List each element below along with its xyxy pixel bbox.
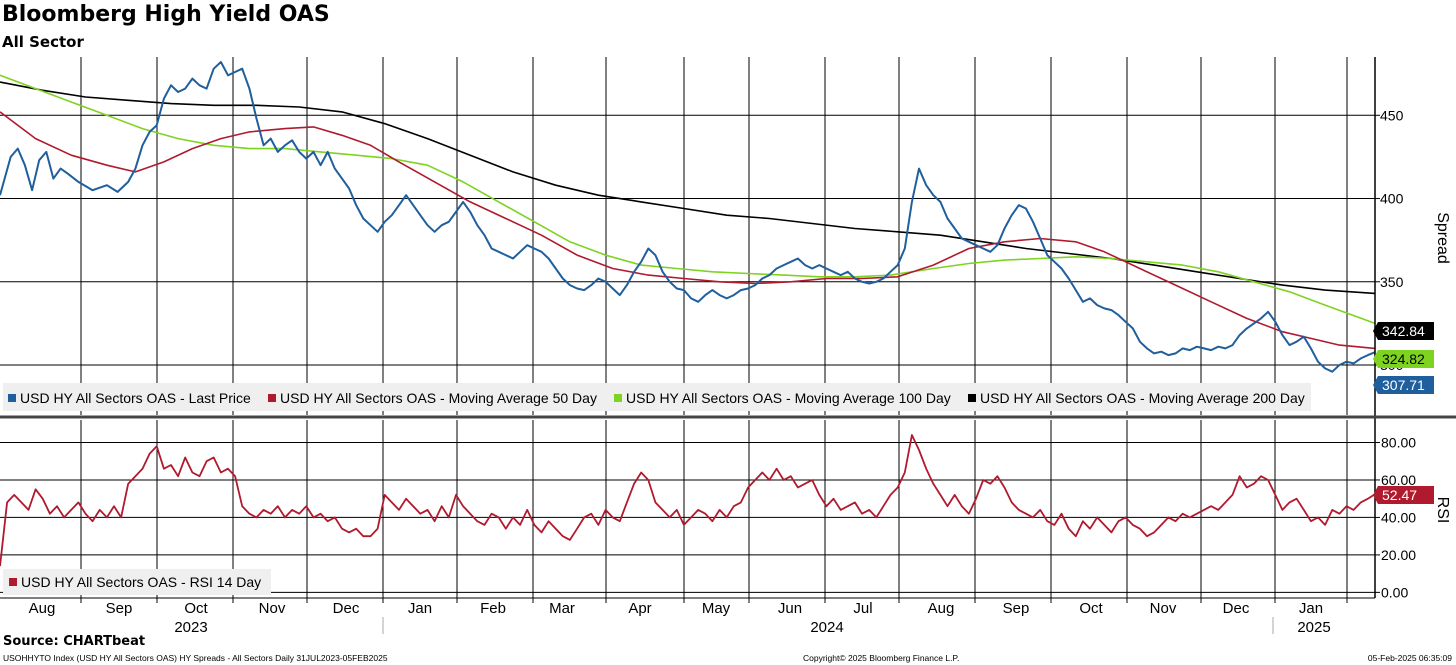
x-month-label: Mar xyxy=(549,600,575,617)
x-year-label: 2023 xyxy=(174,619,207,636)
footer-ticker-info: USOHHYTO Index (USD HY All Sectors OAS) … xyxy=(3,653,388,663)
rsi-last-value-badge-bg xyxy=(1373,486,1434,504)
legend-swatch-ma200 xyxy=(968,394,976,402)
x-month-label: Oct xyxy=(1079,600,1103,617)
chart-title: Bloomberg High Yield OAS xyxy=(2,2,330,27)
upper-y-axis-title: Spread xyxy=(1434,212,1451,264)
x-month-label: May xyxy=(702,600,731,617)
ma100-last-value-badge-bg xyxy=(1373,350,1434,368)
x-month-label: Jan xyxy=(1299,600,1323,617)
legend-label-ma100: USD HY All Sectors OAS - Moving Average … xyxy=(626,390,951,406)
x-month-label: Jul xyxy=(853,600,872,617)
x-month-label: Sep xyxy=(1003,600,1030,617)
x-month-label: Nov xyxy=(1150,600,1177,617)
x-year-label: 2025 xyxy=(1297,619,1330,636)
lower-y-tick-label: 0.00 xyxy=(1381,584,1408,600)
chart-subtitle: All Sector xyxy=(2,33,84,51)
legend-swatch-rsi xyxy=(9,578,17,586)
lower-legend-box xyxy=(3,569,271,595)
legend-swatch-ma100 xyxy=(614,394,622,402)
lower-y-tick-label: 80.00 xyxy=(1381,434,1416,450)
series-line-ma100 xyxy=(0,74,1376,325)
upper-y-tick-label: 350 xyxy=(1380,274,1404,290)
x-month-label: Oct xyxy=(184,600,208,617)
legend-label-last_price: USD HY All Sectors OAS - Last Price xyxy=(20,390,251,406)
series-line-ma200 xyxy=(0,81,1376,295)
ma200-last-value-badge-bg xyxy=(1373,322,1434,340)
legend-label-ma50: USD HY All Sectors OAS - Moving Average … xyxy=(280,390,597,406)
x-month-label: Jun xyxy=(778,600,802,617)
ma100-last-value-badge: 324.82 xyxy=(1382,351,1425,367)
last-price-value-badge-bg xyxy=(1373,376,1434,394)
x-month-label: Feb xyxy=(480,600,506,617)
x-month-label: Jan xyxy=(408,600,432,617)
rsi-last-value-badge: 52.47 xyxy=(1382,487,1417,503)
x-month-label: Aug xyxy=(29,600,56,617)
lower-y-tick-label: 40.00 xyxy=(1381,509,1416,525)
x-month-label: Dec xyxy=(1223,600,1250,617)
upper-y-tick-label: 450 xyxy=(1380,107,1404,123)
x-month-label: Dec xyxy=(333,600,360,617)
lower-y-tick-label: 60.00 xyxy=(1381,472,1416,488)
upper-y-tick-label: 400 xyxy=(1380,191,1404,207)
legend-label-ma200: USD HY All Sectors OAS - Moving Average … xyxy=(980,390,1305,406)
x-month-label: Aug xyxy=(928,600,955,617)
series-line-rsi xyxy=(0,434,1376,567)
x-month-label: Apr xyxy=(628,600,651,617)
x-month-label: Sep xyxy=(106,600,133,617)
last-price-value-badge: 307.71 xyxy=(1382,377,1425,393)
legend-swatch-last_price xyxy=(8,394,16,402)
legend-swatch-ma50 xyxy=(268,394,276,402)
upper-legend-box xyxy=(3,383,1311,411)
x-month-label: Nov xyxy=(259,600,286,617)
footer-copyright: Copyright© 2025 Bloomberg Finance L.P. xyxy=(803,653,960,663)
series-line-ma50 xyxy=(0,111,1376,350)
lower-y-axis-title: RSI xyxy=(1434,497,1451,524)
lower-y-tick-label: 20.00 xyxy=(1381,547,1416,563)
legend-label-rsi: USD HY All Sectors OAS - RSI 14 Day xyxy=(21,574,261,590)
x-year-label: 2024 xyxy=(810,619,843,636)
source-note: Source: CHARTbeat xyxy=(3,634,146,649)
series-line-last_price xyxy=(0,61,1376,373)
ma200-last-value-badge: 342.84 xyxy=(1382,323,1425,339)
footer-timestamp: 05-Feb-2025 06:35:09 xyxy=(1367,653,1452,663)
